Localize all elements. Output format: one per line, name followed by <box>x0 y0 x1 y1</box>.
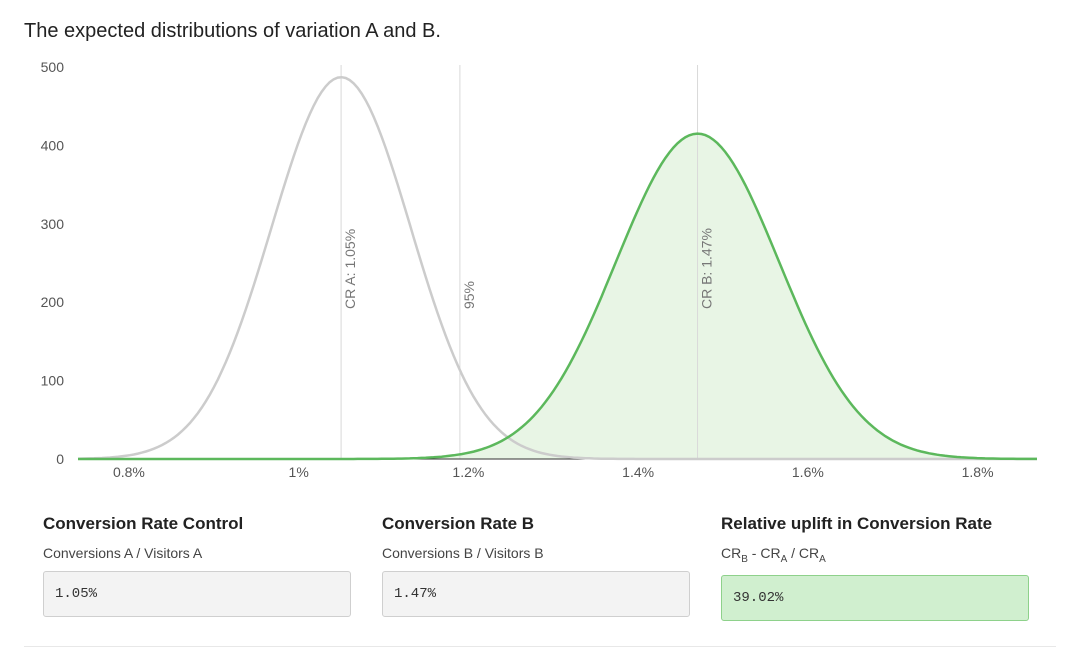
uplift-heading: Relative uplift in Conversion Rate <box>721 514 993 533</box>
annotation-label-0: CR A: 1.05% <box>342 229 358 309</box>
y-tick-label-2: 200 <box>41 294 65 310</box>
x-tick-label-2: 1.2% <box>452 464 484 480</box>
y-tick-label-1: 100 <box>41 373 65 389</box>
annotation-label-2: CR B: 1.47% <box>699 228 715 309</box>
x-tick-label-1: 1% <box>289 464 309 480</box>
y-tick-label-4: 400 <box>41 137 65 153</box>
control-heading: Conversion Rate Control <box>43 514 244 533</box>
y-tick-label-3: 300 <box>41 216 65 232</box>
control-rate-input[interactable]: 1.05% <box>43 571 351 617</box>
x-tick-label-0: 0.8% <box>113 464 145 480</box>
control-subtitle: Conversions A / Visitors A <box>43 545 203 561</box>
series-0-line <box>77 75 1037 461</box>
uplift-formula-sub-a1: A <box>780 553 788 565</box>
series-1-line <box>78 132 1037 461</box>
bottom-divider <box>24 646 1056 647</box>
distribution-chart: CR A: 1.05% 95% CR B: 1.47% 0 100 200 300 400 50… <box>41 59 1037 480</box>
control-panel: Conversion Rate Control Conversions A / … <box>43 514 351 617</box>
b-subtitle: Conversions B / Visitors B <box>382 545 544 561</box>
x-tick-label-4: 1.6% <box>792 464 824 480</box>
uplift-formula-sub-b: B <box>741 553 748 565</box>
chart-title: The expected distributions of variation … <box>24 20 441 42</box>
b-rate-input[interactable]: 1.47% <box>382 571 690 617</box>
annotation-label-1: 95% <box>461 281 477 309</box>
x-tick-label-5: 1.8% <box>962 464 994 480</box>
uplift-formula-cr: CR <box>721 545 742 561</box>
uplift-formula-mid: - CR <box>747 545 781 561</box>
x-tick-label-3: 1.4% <box>622 464 654 480</box>
y-tick-label-5: 500 <box>41 59 65 75</box>
uplift-formula: CRB - CRA / CRA <box>721 545 1029 565</box>
uplift-panel: Relative uplift in Conversion Rate CRB -… <box>721 514 1029 621</box>
b-panel: Conversion Rate B Conversions B / Visito… <box>382 514 690 617</box>
uplift-formula-sub-a2: A <box>819 553 826 565</box>
series-1-area <box>78 133 1037 459</box>
b-heading: Conversion Rate B <box>382 514 535 533</box>
uplift-formula-slash: / CR <box>787 545 820 561</box>
uplift-value-field[interactable]: 39.02% <box>721 574 1029 621</box>
y-tick-label-0: 0 <box>56 451 64 467</box>
